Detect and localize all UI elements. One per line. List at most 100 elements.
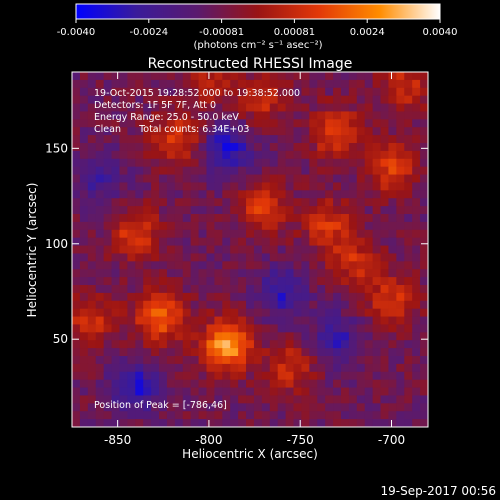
heatmap-cell [412, 403, 421, 412]
heatmap-cell [111, 150, 120, 160]
heatmap-cell [309, 103, 318, 112]
heatmap-cell [348, 277, 358, 286]
heatmap-cell [151, 87, 160, 97]
heatmap-cell [206, 166, 215, 176]
heatmap-cell [253, 143, 263, 152]
heatmap-cell [95, 221, 105, 231]
heatmap-cell [309, 95, 318, 105]
heatmap-cell [111, 135, 120, 144]
heatmap-cell [396, 395, 405, 404]
heatmap-cell [348, 348, 358, 357]
heatmap-cell [293, 87, 302, 97]
heatmap-cell [143, 198, 152, 207]
heatmap-cell [135, 356, 144, 365]
heatmap-cell [166, 206, 176, 215]
heatmap-cell [420, 237, 428, 247]
heatmap-cell [127, 419, 136, 427]
heatmap-cell [103, 245, 113, 254]
heatmap-cell [135, 95, 144, 105]
heatmap-cell [348, 87, 358, 97]
heatmap-cell [103, 87, 113, 97]
heatmap-cell [166, 316, 176, 325]
heatmap-cell [309, 229, 318, 239]
heatmap-cell [388, 221, 397, 231]
heatmap-cell [230, 411, 239, 420]
heatmap-cell [79, 300, 89, 310]
heatmap-cell [356, 419, 366, 427]
heatmap-cell [246, 143, 255, 152]
y-axis-label: Heliocentric Y (arcsec) [25, 183, 39, 318]
heatmap-cell [396, 143, 405, 152]
heatmap-cell [119, 111, 128, 120]
heatmap-cell [325, 127, 334, 136]
heatmap-cell [301, 229, 310, 239]
heatmap-cell [214, 95, 223, 105]
heatmap-cell [325, 324, 334, 333]
heatmap-cell [301, 103, 310, 112]
heatmap-cell [277, 79, 287, 89]
heatmap-cell [340, 111, 350, 120]
heatmap-cell [119, 174, 128, 183]
heatmap-cell [293, 261, 302, 270]
heatmap-cell [111, 332, 120, 341]
heatmap-cell [119, 324, 128, 333]
heatmap-cell [222, 127, 231, 136]
heatmap-cell [348, 214, 358, 223]
heatmap-cell [388, 340, 397, 349]
heatmap-cell [166, 229, 176, 239]
heatmap-cell [293, 190, 302, 199]
heatmap-cell [333, 237, 342, 247]
heatmap-cell [87, 143, 97, 152]
heatmap-cell [214, 261, 223, 270]
heatmap-cell [285, 324, 295, 333]
heatmap-cell [127, 127, 136, 136]
heatmap-cell [159, 371, 168, 381]
heatmap-cell [293, 411, 302, 420]
heatmap-cell [111, 103, 120, 112]
heatmap-cell [182, 324, 192, 333]
heatmap-cell [159, 316, 168, 325]
heatmap-cell [404, 190, 413, 199]
heatmap-cell [348, 316, 358, 325]
heatmap-cell [301, 285, 310, 294]
heatmap-cell [404, 237, 413, 247]
heatmap-cell [159, 340, 168, 349]
heatmap-cell [182, 332, 192, 341]
heatmap-cell [174, 166, 184, 176]
heatmap-cell [388, 316, 397, 325]
heatmap-cell [301, 332, 310, 341]
heatmap-cell [348, 253, 358, 262]
heatmap-cell [325, 135, 334, 144]
heatmap-cell [127, 135, 136, 144]
heatmap-cell [261, 332, 271, 341]
heatmap-cell [388, 379, 397, 389]
heatmap-cell [356, 411, 366, 420]
heatmap-cell [222, 411, 231, 420]
heatmap-cell [166, 237, 176, 247]
heatmap-cell [420, 371, 428, 381]
heatmap-cell [119, 127, 128, 136]
heatmap-cell [364, 419, 374, 427]
heatmap-cell [127, 72, 136, 81]
heatmap-cell [72, 324, 81, 333]
heatmap-cell [111, 95, 120, 105]
heatmap-cell [380, 403, 389, 412]
heatmap-cell [261, 150, 271, 160]
heatmap-cell [95, 308, 105, 318]
heatmap-cell [159, 419, 168, 427]
heatmap-cell [182, 214, 192, 223]
heatmap-cell [372, 395, 382, 404]
heatmap-cell [143, 403, 152, 412]
heatmap-cell [277, 348, 287, 357]
heatmap-cell [119, 198, 128, 207]
heatmap-cell [198, 419, 207, 427]
heatmap-cell [404, 324, 413, 333]
heatmap-cell [388, 190, 397, 199]
heatmap-cell [356, 127, 366, 136]
heatmap-cell [364, 371, 374, 381]
heatmap-cell [253, 285, 263, 294]
heatmap-cell [214, 253, 223, 262]
heatmap-cell [261, 371, 271, 381]
heatmap-cell [222, 206, 231, 215]
